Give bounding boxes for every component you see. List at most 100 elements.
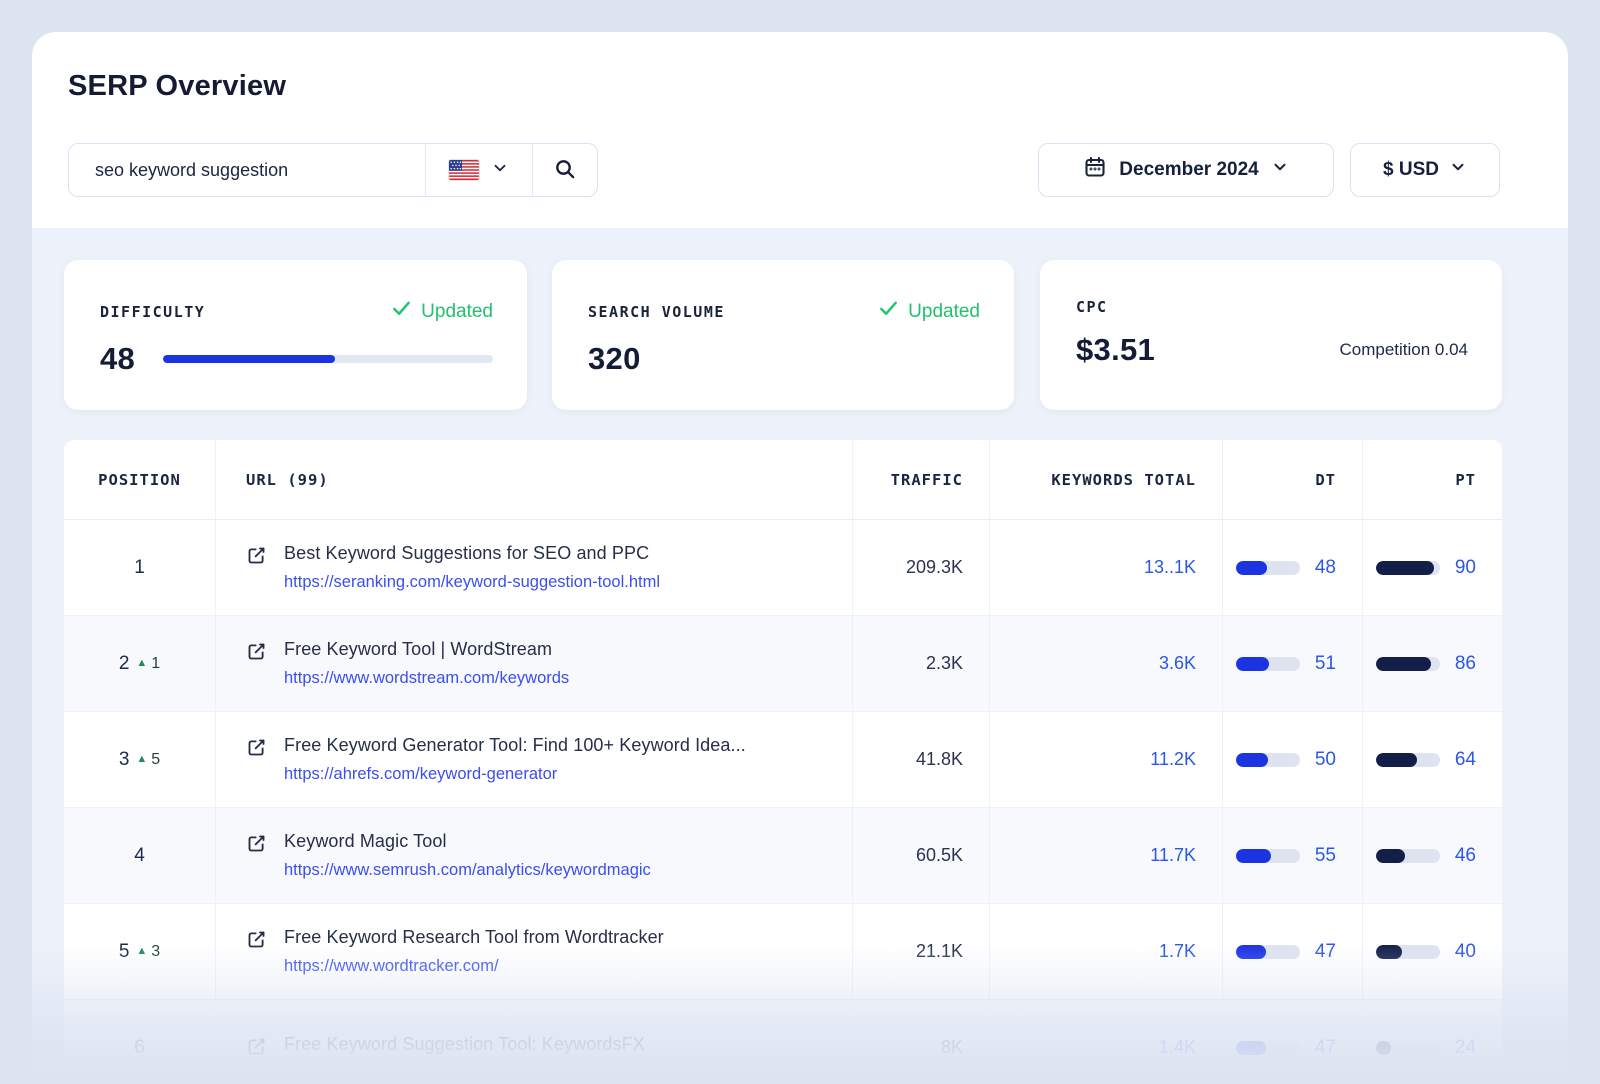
header-keywords-total: KEYWORDS TOTAL — [990, 440, 1223, 519]
chevron-down-icon — [1449, 158, 1467, 182]
date-picker-button[interactable]: December 2024 — [1038, 143, 1334, 197]
result-url-link[interactable]: https://www.wordtracker.com/ — [284, 957, 499, 975]
pt-score-bar — [1376, 560, 1440, 575]
pt-cell: 24 — [1363, 1000, 1502, 1084]
pt-score-value: 64 — [1454, 748, 1476, 770]
keywords-cell: 13..1K — [990, 520, 1223, 615]
keywords-cell: 11.2K — [990, 712, 1223, 807]
result-title: Free Keyword Generator Tool: Find 100+ K… — [284, 735, 746, 755]
keywords-cell: 3.6K — [990, 616, 1223, 711]
dt-score-value: 55 — [1314, 844, 1336, 866]
position-change: ▲ 3 — [136, 943, 160, 961]
result-title: Free Keyword Research Tool from Wordtrac… — [284, 927, 664, 947]
country-dropdown[interactable] — [425, 144, 533, 196]
difficulty-value: 48 — [100, 341, 136, 376]
position-number: 4 — [134, 844, 145, 866]
position-cell: 6 ▲ — [64, 1000, 216, 1084]
dt-score-bar — [1236, 1040, 1300, 1055]
table-row: 6 ▲ Free Keyword Suggestion Tool: Keywor… — [64, 1000, 1502, 1084]
external-link-icon[interactable] — [246, 833, 267, 859]
url-cell: Free Keyword Research Tool from Wordtrac… — [216, 904, 853, 999]
dt-cell: 48 — [1223, 520, 1363, 615]
search-volume-label: SEARCH VOLUME — [588, 302, 725, 321]
traffic-cell: 60.5K — [853, 808, 990, 903]
traffic-cell: 41.8K — [853, 712, 990, 807]
result-url-link[interactable]: https://www.wordstream.com/keywords — [284, 669, 570, 687]
cpc-label: CPC — [1076, 298, 1108, 316]
chevron-down-icon — [1271, 158, 1289, 182]
header-traffic: TRAFFIC — [853, 440, 990, 519]
dt-score-bar — [1236, 944, 1300, 959]
position-delta: 5 — [151, 750, 161, 768]
pt-score-value: 24 — [1454, 1036, 1476, 1058]
pt-score-bar — [1376, 1040, 1440, 1055]
position-cell: 1 ▲ — [64, 520, 216, 615]
keywords-total-link[interactable]: 1.4K — [1158, 1037, 1196, 1057]
search-button[interactable] — [533, 144, 597, 196]
pt-score-bar — [1376, 752, 1440, 767]
keywords-total-link[interactable]: 11.7K — [1150, 845, 1196, 865]
result-title: Keyword Magic Tool — [284, 831, 447, 851]
traffic-cell: 209.3K — [853, 520, 990, 615]
rank-up-icon: ▲ — [136, 753, 148, 765]
check-icon — [878, 298, 899, 325]
search-volume-card: SEARCH VOLUME Updated 320 — [552, 260, 1014, 410]
competition-value: Competition 0.04 — [1339, 340, 1468, 359]
position-change: ▲ 5 — [136, 751, 160, 769]
serp-overview-panel: SERP Overview — [32, 32, 1568, 1084]
header-dt: DT — [1223, 440, 1363, 519]
pt-cell: 64 — [1363, 712, 1502, 807]
cpc-card: CPC $3.51 Competition 0.04 — [1040, 260, 1502, 410]
cpc-value: $3.51 — [1076, 332, 1156, 367]
pt-cell: 46 — [1363, 808, 1502, 903]
result-url-link[interactable]: https://www.semrush.com/analytics/keywor… — [284, 861, 651, 879]
table-body: 1 ▲ Best Keyword Suggestions for SEO and… — [64, 520, 1502, 1084]
url-cell: Keyword Magic Tool https://www.semrush.c… — [216, 808, 853, 903]
external-link-icon[interactable] — [246, 1036, 267, 1062]
position-number: 2 — [118, 652, 130, 674]
dt-score-bar — [1236, 848, 1300, 863]
table-row: 1 ▲ Best Keyword Suggestions for SEO and… — [64, 520, 1502, 616]
position-cell: 2 ▲ 1 — [64, 616, 216, 711]
keywords-total-link[interactable]: 11.2K — [1150, 749, 1196, 769]
table-header-row: POSITION URL (99) TRAFFIC KEYWORDS TOTAL… — [64, 440, 1502, 520]
traffic-value: 21.1K — [915, 941, 963, 961]
position-delta: 3 — [151, 942, 161, 960]
keywords-total-link[interactable]: 3.6K — [1158, 653, 1196, 673]
traffic-value: 209.3K — [905, 557, 963, 577]
dt-score-bar — [1236, 752, 1300, 767]
keywords-total-link[interactable]: 1.7K — [1158, 941, 1196, 961]
difficulty-progress-bar — [163, 355, 493, 363]
position-cell: 3 ▲ 5 — [64, 712, 216, 807]
currency-dropdown[interactable]: $ USD — [1350, 143, 1500, 197]
url-cell: Free Keyword Suggestion Tool: KeywordsFX — [216, 1000, 853, 1084]
dt-cell: 51 — [1223, 616, 1363, 711]
external-link-icon[interactable] — [246, 737, 267, 763]
result-url-link[interactable]: https://seranking.com/keyword-suggestion… — [284, 573, 661, 591]
search-icon — [553, 157, 577, 184]
pt-cell: 90 — [1363, 520, 1502, 615]
position-number: 5 — [118, 940, 130, 962]
position-cell: 5 ▲ 3 — [64, 904, 216, 999]
keyword-search-input[interactable] — [69, 144, 425, 196]
rank-up-icon: ▲ — [136, 945, 148, 957]
keywords-cell: 1.7K — [990, 904, 1223, 999]
pt-score-value: 86 — [1454, 652, 1476, 674]
page-title: SERP Overview — [68, 70, 287, 102]
dt-score-value: 48 — [1314, 556, 1336, 578]
serp-results-table: POSITION URL (99) TRAFFIC KEYWORDS TOTAL… — [64, 440, 1502, 1084]
dt-score-value: 50 — [1314, 748, 1336, 770]
dt-score-bar — [1236, 560, 1300, 575]
external-link-icon[interactable] — [246, 929, 267, 955]
chevron-down-icon — [491, 159, 509, 182]
keywords-cell: 1.4K — [990, 1000, 1223, 1084]
keywords-total-link[interactable]: 13..1K — [1143, 557, 1196, 577]
external-link-icon[interactable] — [246, 641, 267, 667]
result-url-link[interactable]: https://ahrefs.com/keyword-generator — [284, 765, 558, 783]
result-title: Free Keyword Suggestion Tool: KeywordsFX — [284, 1033, 645, 1054]
external-link-icon[interactable] — [246, 545, 267, 571]
currency-label: $ USD — [1383, 159, 1439, 180]
header-pt: PT — [1455, 470, 1476, 489]
url-cell: Best Keyword Suggestions for SEO and PPC… — [216, 520, 853, 615]
keywords-cell: 11.7K — [990, 808, 1223, 903]
